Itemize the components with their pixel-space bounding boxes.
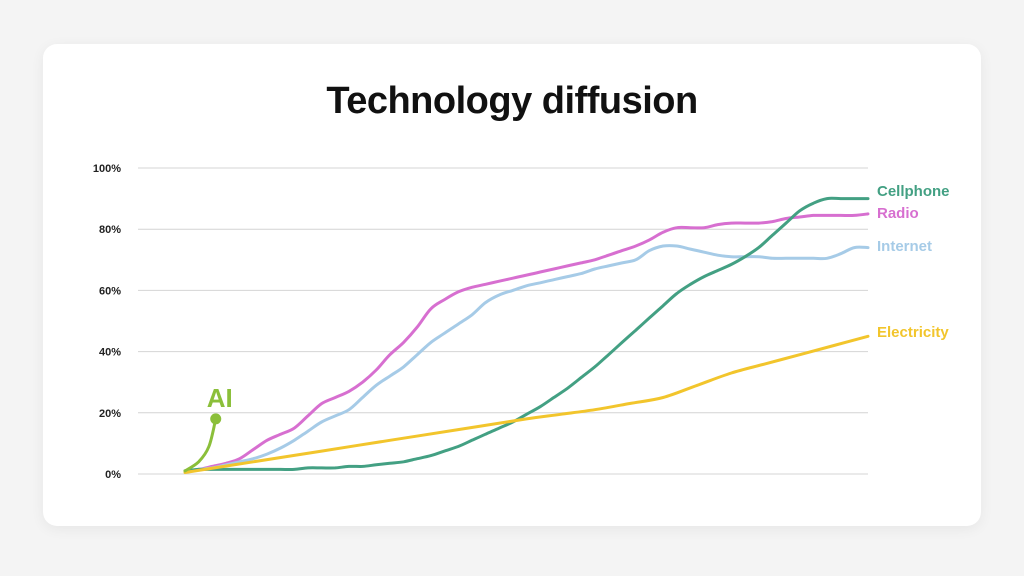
series-line-electricity	[183, 334, 870, 474]
y-axis-tick-labels: 0% 20% 40% 60% 80% 100%	[93, 163, 121, 481]
series-label-cellphone: Cellphone	[877, 183, 950, 200]
series-label-radio: Radio	[877, 205, 919, 222]
ai-annotation: AI	[183, 383, 233, 473]
ai-label: AI	[207, 383, 233, 413]
series-line-internet	[183, 244, 870, 473]
ai-endpoint-dot	[210, 413, 222, 425]
series-labels: Radio Internet Cellphone Electricity	[877, 183, 950, 341]
series-line-radio	[183, 212, 870, 473]
series-label-electricity: Electricity	[877, 324, 949, 341]
ai-curve	[183, 417, 218, 473]
chart-card	[43, 44, 981, 526]
y-tick-label: 80%	[99, 224, 121, 236]
y-tick-label: 100%	[93, 163, 121, 175]
chart-title: Technology diffusion	[326, 80, 698, 122]
series-label-internet: Internet	[877, 238, 932, 255]
series-line-cellphone	[183, 196, 870, 473]
y-tick-label: 0%	[105, 469, 121, 481]
y-tick-label: 20%	[99, 408, 121, 420]
gridlines	[138, 167, 868, 475]
y-tick-label: 40%	[99, 347, 121, 359]
y-tick-label: 60%	[99, 285, 121, 297]
series-lines	[183, 196, 870, 474]
